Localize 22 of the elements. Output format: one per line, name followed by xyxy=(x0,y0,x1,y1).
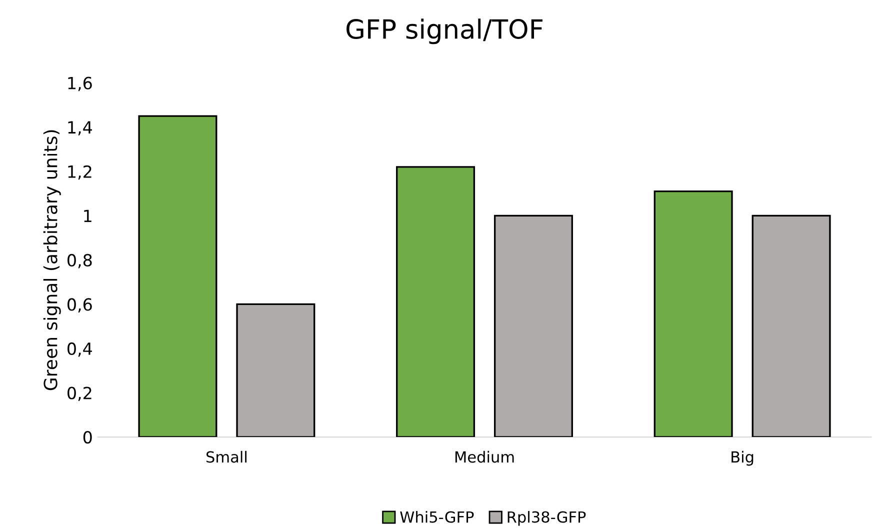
legend-label: Rpl38-GFP xyxy=(508,510,586,526)
chart-title: GFP signal/TOF xyxy=(346,18,542,44)
x-tick-label: Small xyxy=(206,450,246,463)
y-axis-title: Green signal (arbitrary units) xyxy=(43,130,61,390)
x-tick-label: Big xyxy=(732,450,754,466)
bar xyxy=(494,214,573,438)
y-tick-label: 1,6 xyxy=(68,76,92,92)
legend-label: Whi5-GFP xyxy=(400,510,474,523)
y-tick-label: 0,8 xyxy=(68,254,92,268)
bar xyxy=(752,214,831,438)
y-tick-label: 1,4 xyxy=(68,121,92,136)
bar xyxy=(396,166,476,438)
y-tick-label: 1,2 xyxy=(68,165,92,180)
y-tick-label: 1 xyxy=(84,210,92,222)
bar xyxy=(654,190,733,438)
y-tick-label: 0 xyxy=(83,430,92,444)
bar xyxy=(138,115,218,438)
bar xyxy=(236,303,316,438)
y-tick-label: 0,4 xyxy=(68,342,92,357)
y-tick-label: 0,6 xyxy=(68,298,92,312)
y-tick-label: 0,2 xyxy=(68,386,92,402)
x-tick-label: Medium xyxy=(455,450,514,463)
